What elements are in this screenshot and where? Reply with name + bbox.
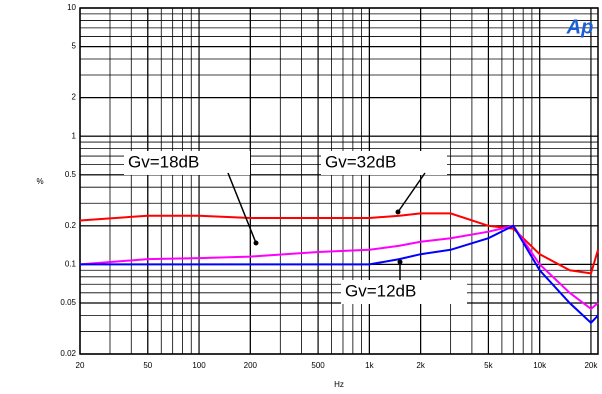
x-axis-label: Hz [334,380,344,389]
y-tick-label: 0.1 [65,260,77,269]
annotation: Gv=12dB [345,281,416,300]
series-line [80,224,599,325]
x-tick-label: 5k [484,361,493,370]
x-tick-label: 200 [244,361,258,370]
logo: Ap [566,16,594,38]
y-tick-label: 5 [72,42,77,51]
annotation-box [124,151,250,175]
y-tick-label: 10 [67,3,76,12]
annotation-box [341,280,467,304]
y-axis-label: % [36,177,43,186]
arrow-head [397,259,403,265]
y-tick-label: 2 [72,93,77,102]
arrow-head [395,209,401,215]
x-tick-label: 50 [143,361,152,370]
x-tick-label: 100 [192,361,206,370]
series-line [79,212,599,275]
x-tick-label: 20 [76,361,85,370]
y-tick-label: 0.2 [65,221,77,230]
arrow-head [253,240,259,246]
annotation-arrow [397,172,426,213]
x-tick-label: 10k [533,361,547,370]
x-tick-label: 500 [311,361,325,370]
y-tick-label: 0.05 [60,298,76,307]
y-tick-label: 0.5 [65,170,77,179]
annotation: Gv=32dB [325,152,396,171]
x-tick-label: 1k [365,361,374,370]
x-tick-label: 20k [584,361,598,370]
plot-area [79,7,599,355]
y-tick-label: 1 [72,131,77,140]
annotation: Gv=18dB [128,152,199,171]
series-line [79,224,599,311]
annotation-box [321,151,447,175]
x-tick-label: 2k [416,361,425,370]
annotation-arrow [227,172,257,244]
y-tick-label: 0.02 [60,349,76,358]
